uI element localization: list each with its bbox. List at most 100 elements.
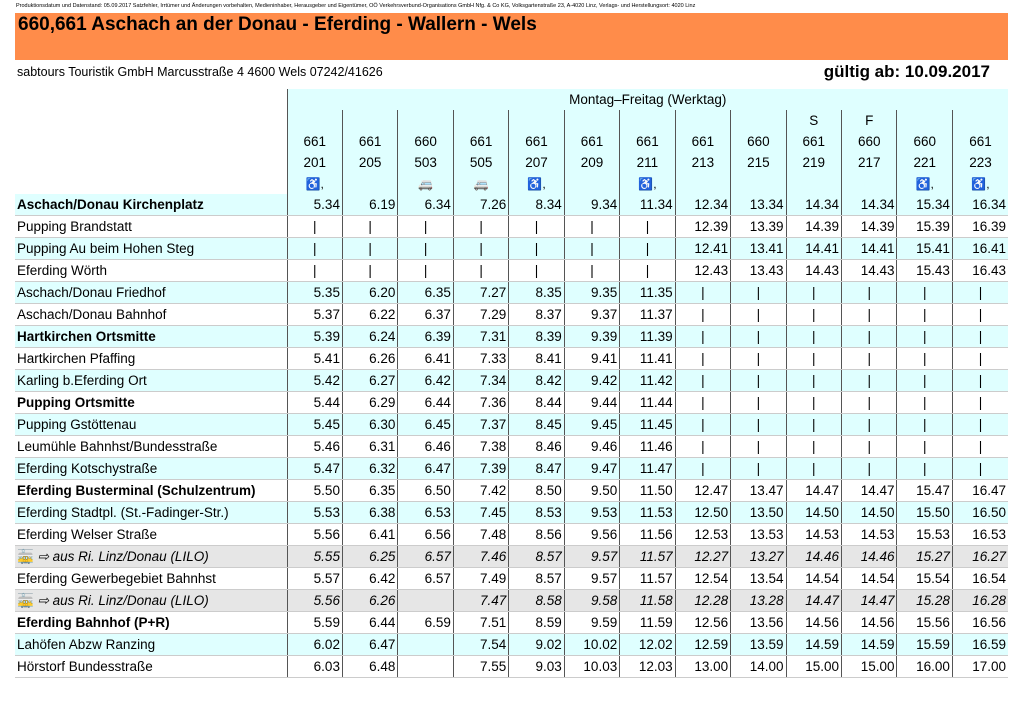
- stop-label: Eferding Gewerbegebiet Bahnhst: [17, 571, 216, 586]
- departure: 14.54: [841, 567, 897, 590]
- stop-label: Hörstorf Bundesstraße: [17, 659, 153, 674]
- departure: |: [508, 259, 565, 282]
- departure: |: [841, 457, 897, 480]
- departure: 13.59: [730, 633, 787, 656]
- departure: 14.50: [785, 501, 842, 524]
- departure: 14.34: [785, 194, 842, 216]
- departure: 6.30: [341, 413, 398, 436]
- imprint: Produktionsdatum und Datenstand: 05.09.2…: [16, 3, 696, 9]
- departure: 16.39: [951, 215, 1009, 238]
- departure: 6.35: [397, 281, 454, 304]
- icon: [730, 173, 787, 194]
- departure: 13.28: [730, 589, 787, 612]
- departure: 16.00: [896, 655, 953, 678]
- departure: 15.39: [896, 215, 953, 238]
- header-band: [15, 13, 1008, 60]
- departure: 16.53: [951, 523, 1009, 546]
- departure: 6.39: [397, 325, 454, 348]
- departure: |: [397, 259, 454, 282]
- departure: |: [508, 237, 565, 260]
- lines: 660: [730, 131, 787, 152]
- departure: 15.41: [896, 237, 953, 260]
- stop-row: 🚋 ⇨ aus Ri. Linz/Donau (LILO) 5.56 6.26 7.4…: [15, 589, 1009, 612]
- service-days: Montag–Freitag (Werktag): [286, 89, 1009, 110]
- day-notes: [563, 110, 620, 131]
- trips: 221: [896, 152, 953, 173]
- departure: |: [341, 237, 398, 260]
- departure: 11.47: [619, 457, 676, 480]
- stop-label: Eferding Bahnhof (P+R): [17, 615, 170, 630]
- departure: 11.53: [619, 501, 676, 524]
- lines: 661: [341, 131, 398, 152]
- departure: 13.56: [730, 611, 787, 634]
- departure: 10.02: [563, 633, 620, 656]
- departure: 16.27: [951, 545, 1009, 568]
- departure: 6.38: [341, 501, 398, 524]
- day-notes: [286, 110, 343, 131]
- departure: 11.44: [619, 391, 676, 414]
- stop-label: Hartkirchen Pfaffing: [17, 351, 136, 366]
- departure: 12.28: [674, 589, 731, 612]
- departure: 14.39: [841, 215, 897, 238]
- departure: 15.27: [896, 545, 953, 568]
- departure: 15.50: [896, 501, 953, 524]
- stop-row: Aschach/Donau Bahnhof 5.37 6.22 6.37 7.29 8.3…: [15, 303, 1009, 326]
- stop-row: Pupping Gstöttenau 5.45 6.30 6.45 7.37 8.45 9.…: [15, 413, 1009, 436]
- departure: 14.47: [785, 589, 842, 612]
- departure: 7.48: [452, 523, 509, 546]
- departure: 6.47: [397, 457, 454, 480]
- day-notes: [896, 110, 953, 131]
- departure: 13.39: [730, 215, 787, 238]
- departure: 14.56: [841, 611, 897, 634]
- departure: |: [841, 435, 897, 458]
- departure: 7.42: [452, 479, 509, 502]
- departure: |: [730, 325, 787, 348]
- departure: 5.41: [286, 347, 343, 370]
- departure: 6.20: [341, 281, 398, 304]
- departure: 8.45: [508, 413, 565, 436]
- departure: 5.42: [286, 369, 343, 392]
- departure: 14.43: [841, 259, 897, 282]
- departure: 15.54: [896, 567, 953, 590]
- departure: 14.41: [841, 237, 897, 260]
- icon: ♿,: [286, 173, 343, 194]
- departure: 9.58: [563, 589, 620, 612]
- departure: 11.34: [619, 194, 676, 216]
- departure: 6.19: [341, 194, 398, 216]
- departure: 14.50: [841, 501, 897, 524]
- departure: |: [674, 369, 731, 392]
- departure: 14.56: [785, 611, 842, 634]
- stop-row: Hartkirchen Ortsmitte 5.39 6.24 6.39 7.31 8.3…: [15, 325, 1009, 348]
- departure: 9.39: [563, 325, 620, 348]
- stop-name: Aschach/Donau Friedhof: [15, 281, 287, 304]
- day-notes: [452, 110, 509, 131]
- operator: sabtours Touristik GmbH Marcusstraße 4 4…: [17, 65, 383, 79]
- departure: 7.51: [452, 611, 509, 634]
- departure: 6.35: [341, 479, 398, 502]
- stop-name: Eferding Gewerbegebiet Bahnhst: [15, 567, 287, 590]
- departure: |: [841, 325, 897, 348]
- departure: 9.50: [563, 479, 620, 502]
- departure: 5.50: [286, 479, 343, 502]
- departure: 14.34: [841, 194, 897, 216]
- departure: 8.35: [508, 281, 565, 304]
- departure: 7.55: [452, 655, 509, 678]
- stop-row: 🚋 ⇨ aus Ri. Linz/Donau (LILO) 5.55 6.25 6.5…: [15, 545, 1009, 568]
- departure: |: [785, 457, 842, 480]
- departure: 16.34: [951, 194, 1009, 216]
- stop-row: Eferding Welser Straße 5.56 6.41 6.56 7.48 8.…: [15, 523, 1009, 546]
- departure: |: [730, 281, 787, 304]
- departure: 7.34: [452, 369, 509, 392]
- departure: 6.50: [397, 479, 454, 502]
- stop-label: Eferding Kotschystraße: [17, 461, 158, 476]
- departure: 14.46: [841, 545, 897, 568]
- departure: |: [951, 457, 1009, 480]
- departure: 15.00: [785, 655, 842, 678]
- lines: 660: [397, 131, 454, 152]
- trips: 217: [841, 152, 897, 173]
- departure: 9.57: [563, 545, 620, 568]
- icon-row: ♿, 🚐 🚐 ♿, ♿, ♿, ♿,: [15, 173, 1009, 194]
- departure: 9.42: [563, 369, 620, 392]
- departure: 9.45: [563, 413, 620, 436]
- departure: 11.35: [619, 281, 676, 304]
